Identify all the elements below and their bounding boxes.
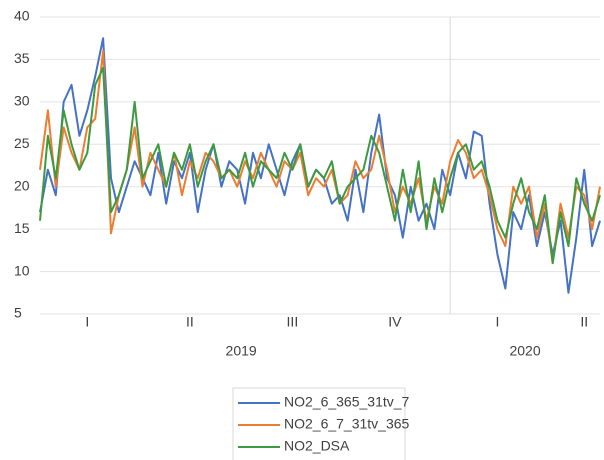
y-tick-label: 35	[14, 50, 30, 66]
series-line	[39, 37, 601, 294]
x-tick-label: II	[186, 314, 194, 330]
x-group-label: 2020	[509, 343, 540, 359]
x-group-label: 2019	[226, 343, 257, 359]
y-tick-label: 25	[14, 135, 30, 151]
x-tick-label: II	[580, 314, 588, 330]
y-tick-label: 30	[14, 93, 30, 109]
y-tick-label: 20	[14, 177, 30, 193]
legend-label: NO2_DSA	[284, 438, 350, 454]
y-tick-label: 10	[14, 262, 30, 278]
x-tick-label: I	[85, 314, 89, 330]
x-tick-label: IV	[388, 314, 402, 330]
y-tick-label: 15	[14, 220, 30, 236]
x-tick-label: III	[287, 314, 299, 330]
x-tick-label: I	[496, 314, 500, 330]
series-line	[39, 66, 601, 265]
legend-label: NO2_6_7_31tv_365	[284, 416, 410, 432]
legend-box	[232, 387, 406, 460]
series-line	[39, 49, 601, 265]
y-tick-label: 40	[14, 8, 30, 24]
legend-label: NO2_6_365_31tv_7	[284, 394, 410, 410]
y-tick-label: 5	[14, 305, 22, 321]
